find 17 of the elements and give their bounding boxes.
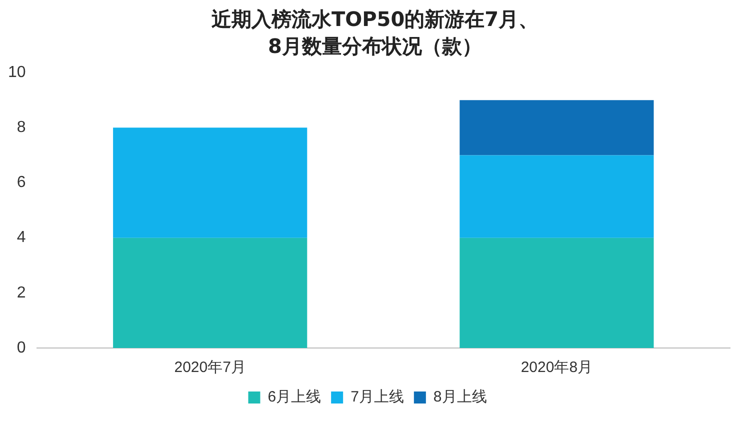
y-tick-label: 8 — [16, 119, 26, 136]
y-tick-label: 6 — [16, 174, 26, 192]
legend-label: 8月上线 — [433, 388, 487, 406]
legend-label: 6月上线 — [268, 388, 322, 406]
x-tick-label: 2020年8月 — [520, 359, 593, 376]
bar — [113, 238, 308, 348]
x-tick-label: 2020年7月 — [174, 359, 246, 376]
y-tick-label: 4 — [16, 229, 26, 246]
y-tick-label: 2 — [16, 284, 26, 302]
y-tick-label: 10 — [8, 64, 26, 82]
chart-title: 近期入榜流水TOP50的新游在7月、8月数量分布状况（款） — [210, 6, 540, 60]
y-tick-label: 0 — [16, 339, 26, 356]
legend-label: 7月上线 — [350, 388, 404, 406]
bar — [460, 100, 654, 156]
bar — [113, 128, 308, 238]
bar — [460, 238, 654, 348]
bar — [460, 155, 654, 238]
